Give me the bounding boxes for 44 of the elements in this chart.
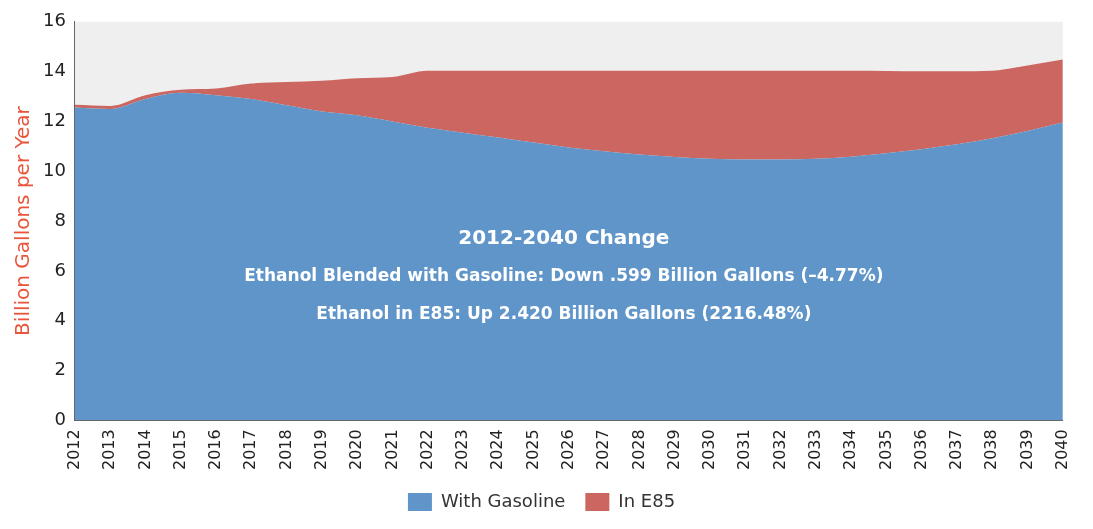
x-tick-label: 2038 (981, 429, 1001, 470)
x-tick-label: 2026 (558, 429, 578, 470)
y-tick-label: 6 (54, 258, 66, 280)
x-tick-label: 2025 (522, 429, 542, 470)
y-tick-label: 16 (43, 9, 66, 31)
y-tick-label: 10 (43, 158, 66, 180)
x-tick-label: 2012 (64, 429, 84, 470)
x-tick-label: 2027 (593, 429, 613, 470)
x-tick-label: 2029 (663, 429, 683, 470)
x-tick-label: 2020 (346, 429, 366, 470)
y-tick-label: 8 (54, 208, 66, 230)
legend-label: With Gasoline (440, 489, 566, 511)
legend-label: In E85 (618, 489, 676, 511)
x-tick-label: 2022 (416, 429, 436, 470)
annotation: Ethanol in E85: Up 2.420 Billion Gallons (2216.48%) (316, 302, 812, 323)
x-tick-label: 2028 (628, 429, 648, 470)
x-tick-label: 2024 (487, 429, 507, 470)
annotation: Ethanol Blended with Gasoline: Down .599 Billion Gallons (–4.77%) (244, 264, 884, 285)
y-tick-label: 0 (54, 407, 66, 429)
x-tick-label: 2033 (804, 429, 824, 470)
y-tick-label: 4 (54, 308, 66, 330)
x-tick-label: 2035 (875, 429, 895, 470)
x-tick-label: 2032 (769, 429, 789, 470)
x-tick-label: 2031 (734, 429, 754, 470)
x-tick-label: 2017 (240, 429, 260, 470)
x-tick-label: 2013 (99, 429, 119, 470)
x-tick-label: 2018 (275, 429, 295, 470)
x-tick-label: 2040 (1051, 429, 1071, 470)
x-tick-label: 2034 (840, 429, 860, 470)
x-tick-label: 2016 (205, 429, 225, 470)
x-tick-label: 2023 (452, 429, 472, 470)
x-tick-label: 2015 (169, 429, 189, 470)
annotation: 2012-2040 Change (458, 224, 670, 249)
x-tick-label: 2019 (311, 429, 331, 470)
x-tick-label: 2021 (381, 429, 401, 470)
x-tick-label: 2037 (946, 429, 966, 470)
y-axis-title: Billion Gallons per Year (10, 105, 35, 336)
x-tick-label: 2036 (910, 429, 930, 470)
y-tick-label: 14 (43, 59, 66, 81)
x-tick-label: 2030 (699, 429, 719, 470)
x-tick-label: 2014 (134, 429, 154, 470)
y-tick-label: 2 (54, 358, 66, 380)
y-tick-label: 12 (43, 109, 66, 131)
x-tick-label: 2039 (1016, 429, 1036, 470)
